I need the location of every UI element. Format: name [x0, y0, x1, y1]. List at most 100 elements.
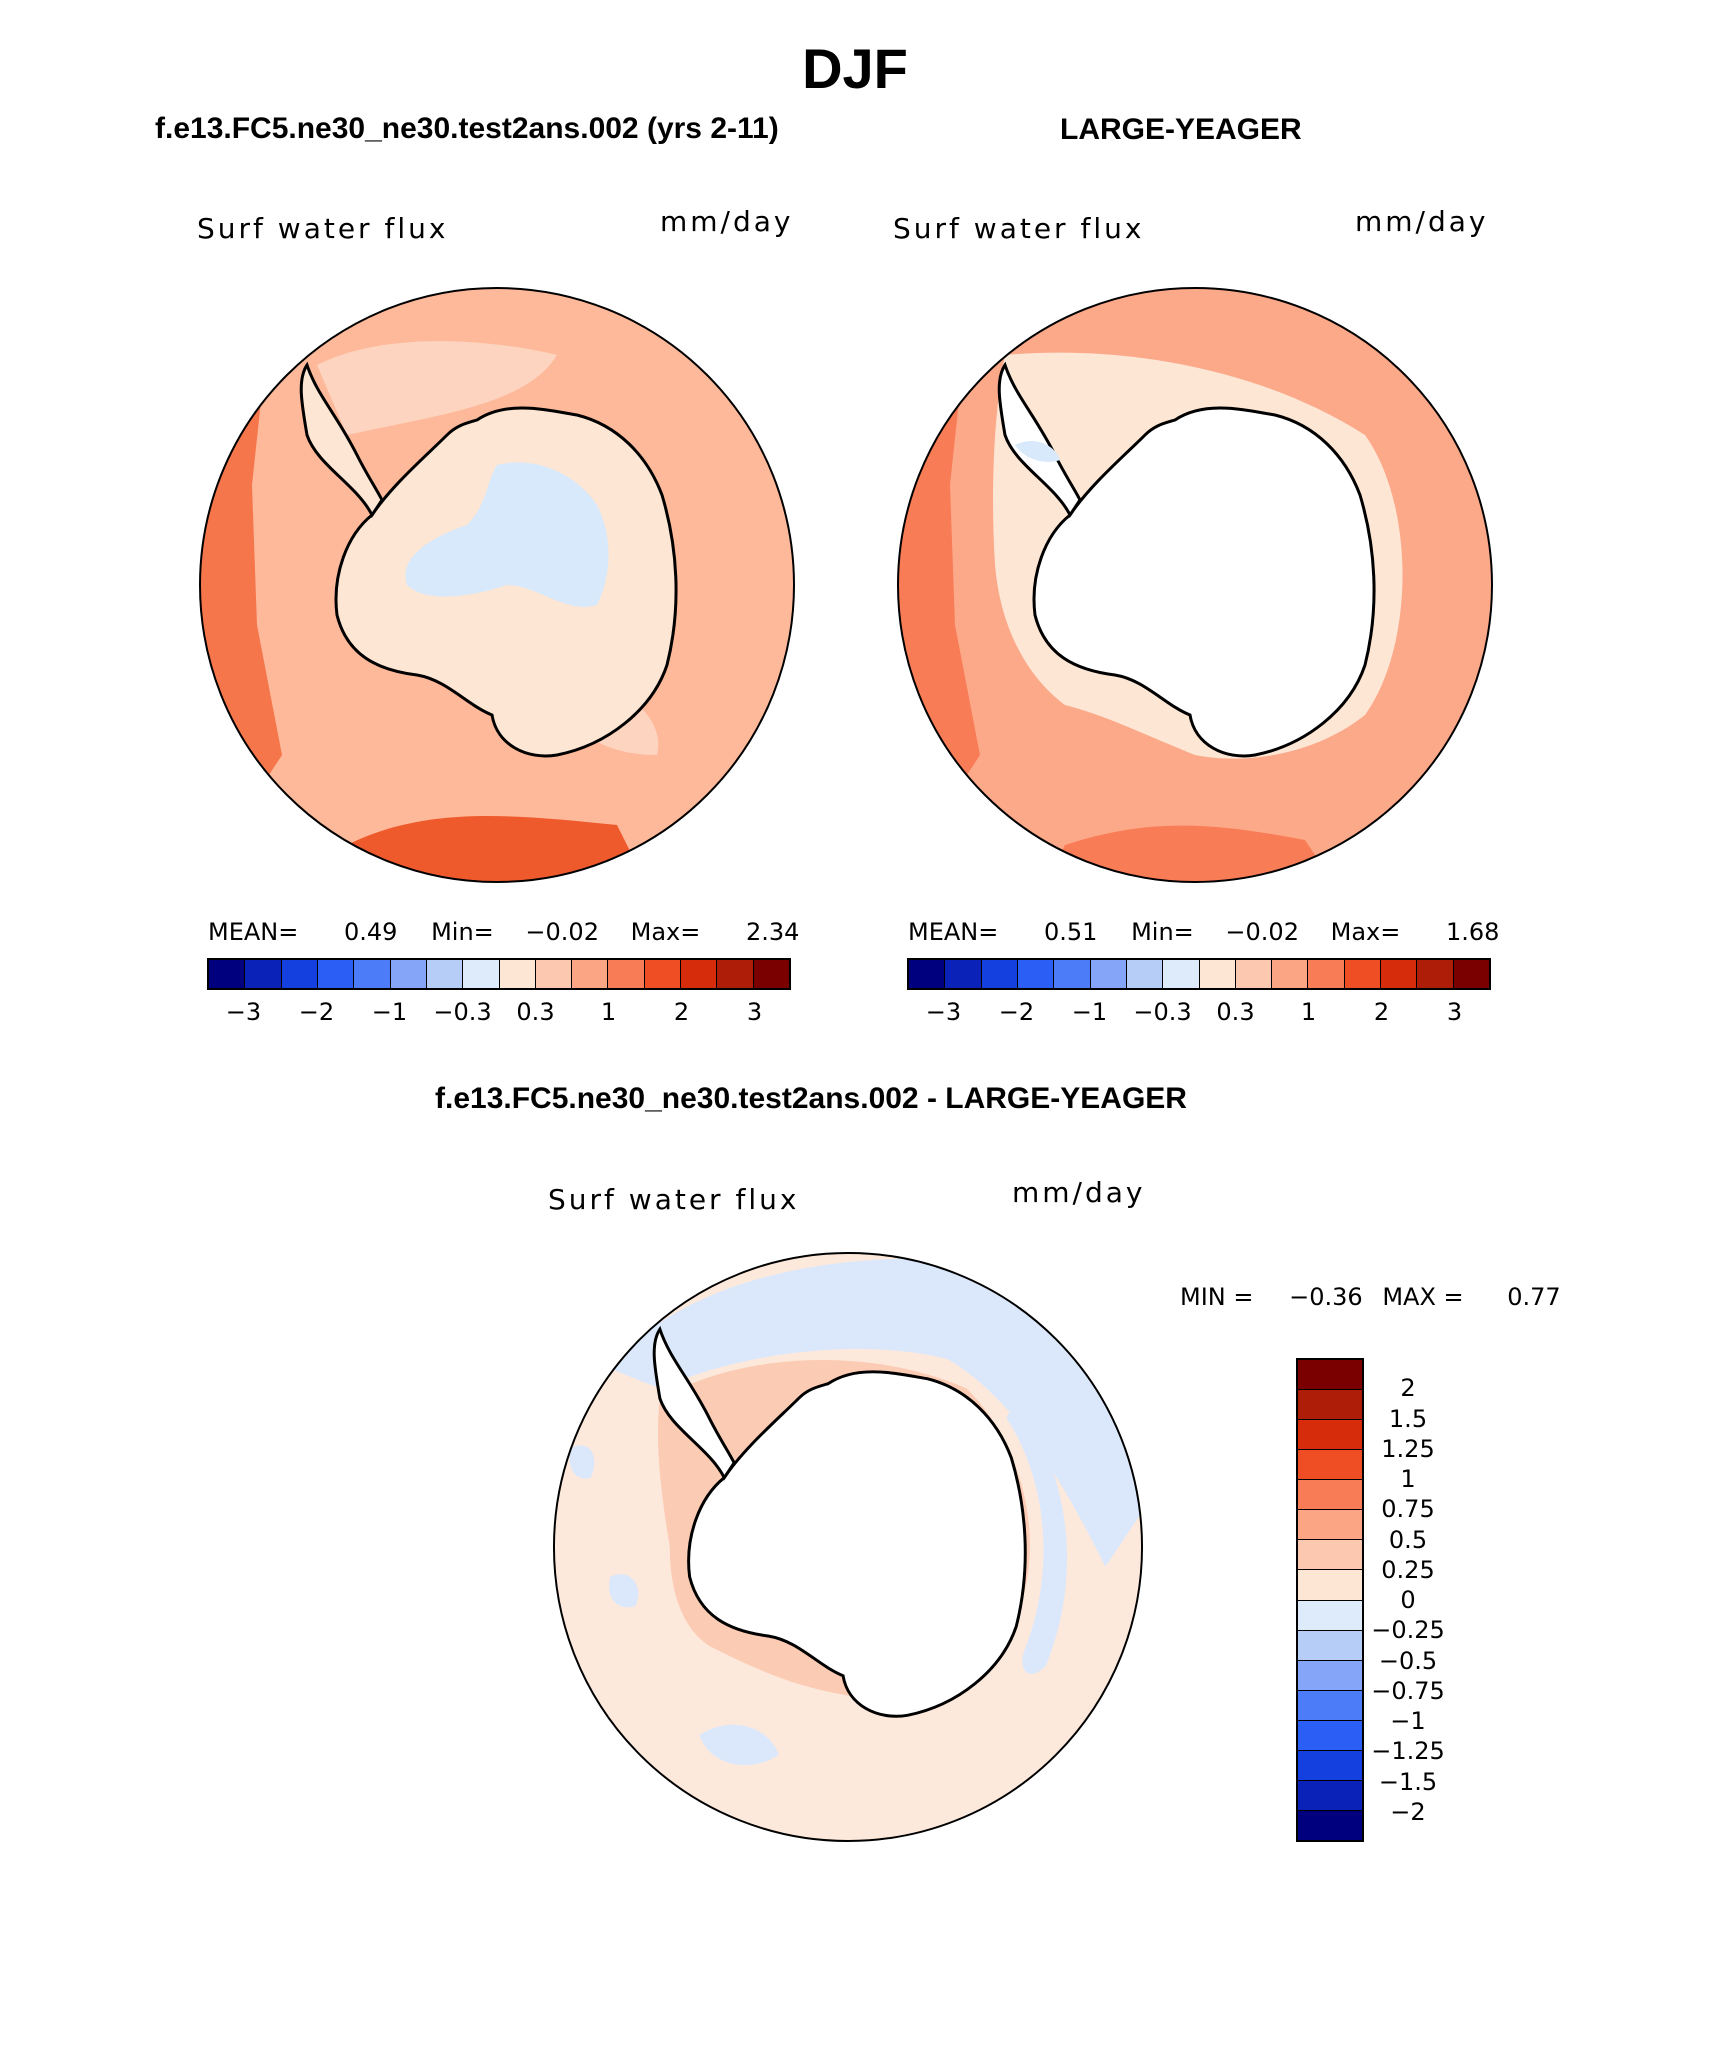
colorbar-tick-label: −1: [371, 998, 408, 1026]
colorbar-swatch: [1054, 960, 1091, 988]
colorbar-tick-label: −1.25: [1371, 1737, 1445, 1766]
colorbar-tick-label: 1: [1400, 1465, 1416, 1493]
colorbar-swatch: [1298, 1360, 1362, 1391]
colorbar-swatch: [1298, 1390, 1362, 1421]
panel-2-polar-map: [897, 287, 1493, 883]
min-label: Min=: [431, 918, 494, 946]
panel-1-colorbar: [207, 958, 791, 990]
colorbar-tick-label: 1: [600, 998, 617, 1026]
colorbar-swatch: [1298, 1510, 1362, 1541]
colorbar-swatch: [209, 960, 246, 988]
colorbar-tick-label: −0.3: [433, 998, 492, 1026]
colorbar-swatch: [1298, 1480, 1362, 1511]
colorbar-swatch: [281, 960, 318, 988]
colorbar-swatch: [572, 960, 609, 988]
peninsula: [299, 361, 384, 518]
blue-strip-east: [1006, 1398, 1068, 1675]
colorbar-swatch: [535, 960, 573, 988]
difference-polar-map: [552, 1251, 1144, 1843]
colorbar-tick-label: 0.3: [516, 998, 555, 1026]
difference-minmax: MIN = −0.36 MAX = 0.77: [1180, 1283, 1561, 1311]
mean-label: MEAN=: [908, 918, 999, 946]
colorbar-swatch: [1272, 960, 1309, 988]
colorbar-swatch: [1235, 960, 1273, 988]
difference-units: mm/day: [1012, 1176, 1146, 1209]
colorbar-swatch: [426, 960, 464, 988]
min-value: −0.02: [525, 918, 599, 946]
colorbar-tick-label: −3: [225, 998, 262, 1026]
colorbar-tick-label: 0.25: [1381, 1555, 1435, 1584]
colorbar-swatch: [608, 960, 645, 988]
difference-colorbar-ticks: 2 1.5 1.25 1 0.75 0.5 0.25 0 −0.25 −0.5 −0.75 −1 −1.…: [1370, 1358, 1470, 1842]
panel-1-header: f.e13.FC5.ne30_ne30.test2ans.002 (yrs 2-…: [155, 112, 779, 145]
colorbar-swatch: [354, 960, 391, 988]
colorbar-tick-label: −0.5: [1378, 1646, 1438, 1675]
max-value: 2.34: [745, 918, 800, 946]
difference-field-label: Surf water flux: [548, 1183, 800, 1216]
panel-1-field-label: Surf water flux: [197, 212, 449, 245]
colorbar-tick-label: −1: [1071, 998, 1108, 1026]
colorbar-tick-label: −0.25: [1371, 1616, 1445, 1645]
colorbar-swatch: [1298, 1660, 1362, 1691]
panel-2-colorbar-ticks: −3 −2 −1 −0.3 0.3 1 2 3: [907, 998, 1491, 1028]
colorbar-swatch: [945, 960, 982, 988]
min-value: −0.02: [1225, 918, 1299, 946]
colorbar-tick-label: 1: [1300, 998, 1317, 1026]
panel-2-header: LARGE-YEAGER: [1060, 113, 1302, 146]
colorbar-tick-label: −0.75: [1371, 1676, 1445, 1705]
colorbar-swatch: [1298, 1450, 1362, 1481]
colorbar-swatch: [1308, 960, 1345, 988]
min-label: MIN =: [1180, 1283, 1254, 1311]
colorbar-tick-label: −1: [1390, 1707, 1426, 1735]
mean-value: 0.49: [344, 918, 398, 946]
colorbar-swatch: [1298, 1600, 1362, 1631]
colorbar-swatch: [1417, 960, 1454, 988]
difference-colorbar: [1296, 1358, 1364, 1842]
colorbar-swatch: [1298, 1540, 1362, 1571]
colorbar-swatch: [463, 960, 500, 988]
page-title: DJF: [802, 37, 908, 100]
panel-1-stats: MEAN= 0.49 Min= −0.02 Max= 2.34: [208, 918, 799, 946]
difference-header: f.e13.FC5.ne30_ne30.test2ans.002 - LARGE…: [435, 1082, 1187, 1115]
colorbar-swatch: [1199, 960, 1236, 988]
colorbar-swatch: [1298, 1630, 1362, 1661]
colorbar-swatch: [1298, 1720, 1362, 1751]
colorbar-swatch: [499, 960, 536, 988]
max-label: Max=: [1330, 918, 1401, 946]
max-label: MAX =: [1382, 1283, 1464, 1311]
max-label: Max=: [630, 918, 701, 946]
mean-label: MEAN=: [208, 918, 299, 946]
mean-value: 0.51: [1044, 918, 1098, 946]
panel-2-colorbar: [907, 958, 1491, 990]
colorbar-swatch: [1090, 960, 1127, 988]
colorbar-swatch: [1298, 1690, 1362, 1721]
colorbar-swatch: [245, 960, 282, 988]
colorbar-tick-label: −2: [1390, 1797, 1426, 1826]
panel-2-stats: MEAN= 0.51 Min= −0.02 Max= 1.68: [908, 918, 1499, 946]
min-value: −0.36: [1289, 1283, 1363, 1311]
colorbar-swatch: [753, 960, 789, 988]
colorbar-swatch: [1298, 1420, 1362, 1451]
panel-1-polar-map: [199, 287, 795, 883]
colorbar-tick-label: 3: [1446, 998, 1463, 1026]
colorbar-tick-label: −0.3: [1133, 998, 1192, 1026]
colorbar-swatch: [1381, 960, 1418, 988]
colorbar-swatch: [1298, 1750, 1362, 1781]
blue-region-north: [610, 1258, 1143, 1567]
blue-patch: [1015, 440, 1060, 462]
min-label: Min=: [1131, 918, 1194, 946]
colorbar-swatch: [681, 960, 718, 988]
colorbar-tick-label: 3: [746, 998, 763, 1026]
blue-patches-west: [569, 1445, 779, 1766]
colorbar-swatch: [1453, 960, 1489, 988]
colorbar-swatch: [1298, 1810, 1362, 1840]
colorbar-swatch: [1298, 1780, 1362, 1811]
panel-1-units: mm/day: [660, 205, 794, 238]
colorbar-swatch: [317, 960, 355, 988]
colorbar-tick-label: −2: [298, 998, 335, 1026]
light-patch: [317, 341, 557, 435]
colorbar-tick-label: 1.25: [1381, 1434, 1435, 1463]
colorbar-swatch: [390, 960, 427, 988]
colorbar-swatch: [1344, 960, 1382, 988]
colorbar-swatch: [981, 960, 1018, 988]
